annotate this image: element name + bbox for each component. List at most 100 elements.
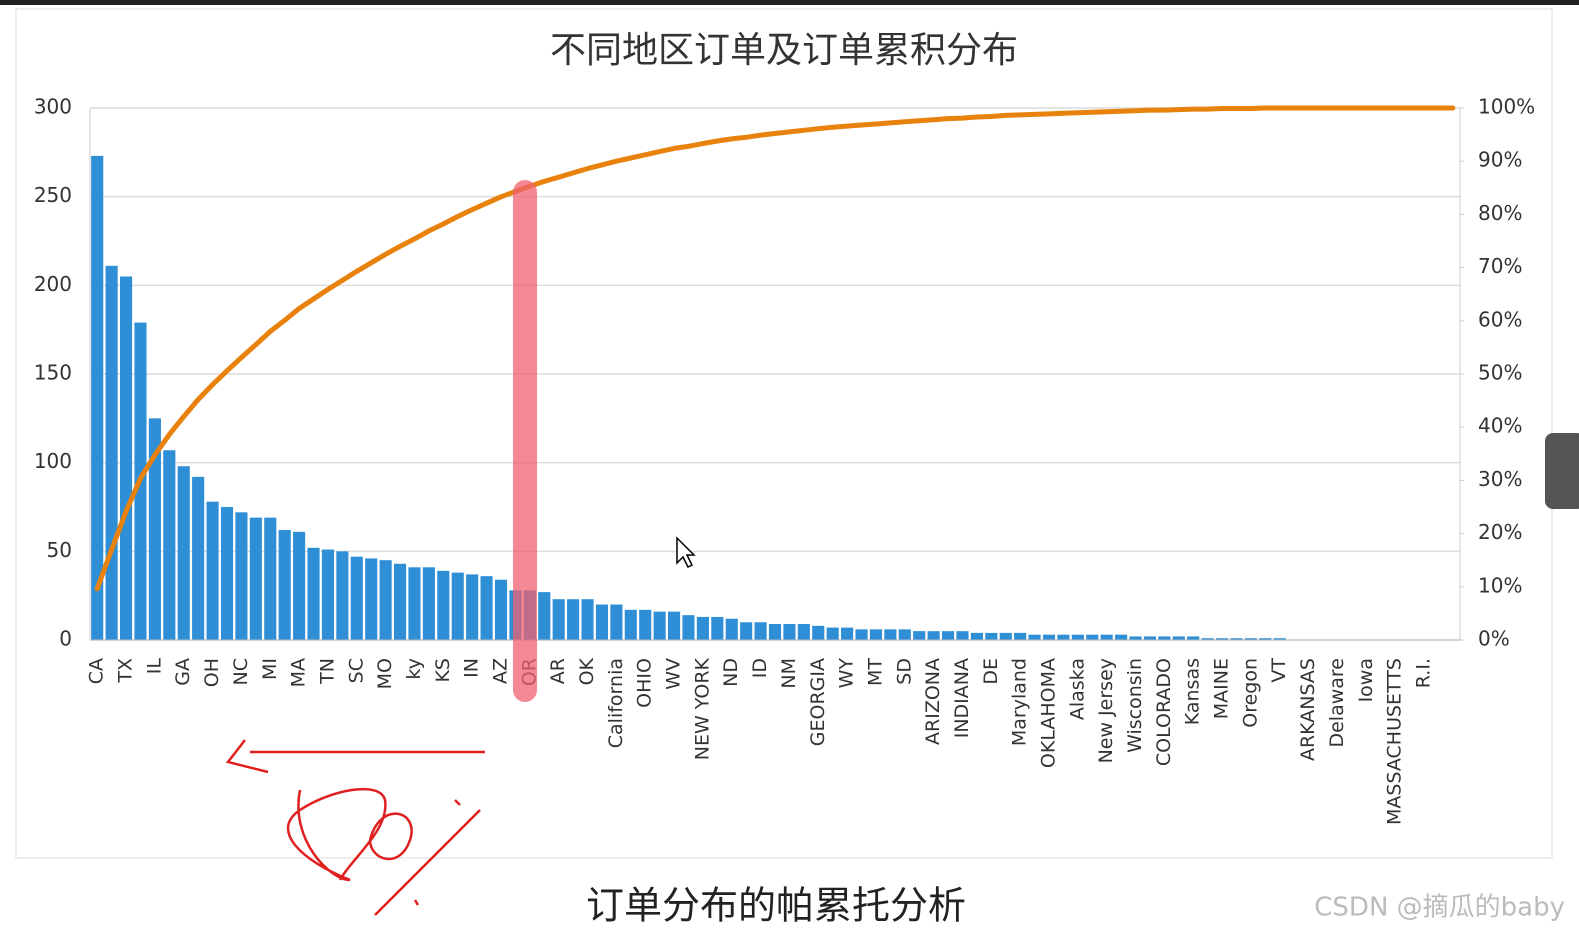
bar bbox=[956, 631, 969, 640]
top-strip bbox=[0, 0, 1579, 5]
bar bbox=[422, 567, 435, 640]
x-tick-label: IN bbox=[461, 658, 483, 678]
x-tick-label: AZ bbox=[490, 658, 512, 684]
bar bbox=[1230, 638, 1243, 640]
bar bbox=[163, 450, 176, 640]
bar bbox=[494, 579, 508, 640]
bar bbox=[1158, 636, 1171, 640]
x-tick-label: ARIZONA bbox=[922, 658, 944, 745]
bar bbox=[321, 549, 335, 640]
x-tick-label: ky bbox=[403, 658, 425, 680]
bar bbox=[797, 624, 810, 640]
x-tick-label: Delaware bbox=[1326, 658, 1348, 748]
bar bbox=[249, 517, 262, 640]
y2-tick-label: 50% bbox=[1478, 361, 1522, 385]
bar bbox=[552, 599, 565, 640]
y2-tick-label: 20% bbox=[1478, 520, 1522, 544]
y-tick-label: 250 bbox=[34, 183, 72, 207]
bar bbox=[437, 570, 450, 640]
chart-frame bbox=[15, 8, 1553, 859]
bar bbox=[177, 466, 190, 640]
y-tick-label: 300 bbox=[34, 95, 72, 119]
bar bbox=[350, 556, 363, 640]
bar bbox=[1201, 638, 1214, 640]
x-tick-label: MO bbox=[374, 658, 396, 689]
x-tick-label: ID bbox=[749, 658, 771, 678]
bar bbox=[653, 611, 666, 640]
bar bbox=[970, 632, 983, 640]
bar bbox=[581, 599, 594, 640]
cursor bbox=[676, 536, 696, 569]
bar bbox=[667, 611, 681, 640]
x-tick-label: NC bbox=[230, 658, 252, 685]
bar bbox=[307, 547, 320, 640]
x-tick-label: New Jersey bbox=[1095, 658, 1117, 763]
y2-tick-label: 40% bbox=[1478, 414, 1522, 438]
y2-tick-label: 90% bbox=[1478, 148, 1522, 172]
x-tick-label: MI bbox=[259, 658, 281, 680]
plot: 0 50 100 150 200 250 300 0% 10% 20% 30% 40% 50% 60% 70… bbox=[34, 95, 1535, 826]
bar bbox=[206, 501, 219, 640]
bar bbox=[610, 604, 623, 640]
y-tick-label: 100 bbox=[34, 449, 72, 473]
x-tick-label: Maryland bbox=[1009, 658, 1031, 746]
x-tick-label: MA bbox=[288, 658, 310, 687]
bar bbox=[1244, 638, 1257, 640]
bar bbox=[393, 563, 407, 640]
bar bbox=[1014, 632, 1027, 640]
x-tick-label: KS bbox=[432, 658, 454, 683]
handwriting bbox=[225, 739, 485, 916]
bar bbox=[1071, 634, 1084, 640]
bar bbox=[264, 517, 277, 640]
bar bbox=[783, 624, 796, 640]
chart-title: 不同地区订单及订单累积分布 bbox=[550, 30, 1018, 71]
x-tick-label: GA bbox=[172, 658, 194, 686]
bar bbox=[1187, 636, 1200, 640]
y-tick-label: 150 bbox=[34, 361, 72, 385]
cumulative-line bbox=[94, 105, 1456, 592]
bar bbox=[913, 631, 926, 640]
x-tick-label: OHIO bbox=[634, 658, 656, 708]
bar bbox=[841, 627, 854, 640]
bar bbox=[293, 531, 306, 640]
bar bbox=[595, 604, 609, 640]
x-tick-label: MAINE bbox=[1211, 658, 1233, 719]
bar bbox=[812, 625, 825, 640]
bar bbox=[220, 507, 234, 640]
x-tick-label: COLORADO bbox=[1153, 658, 1175, 766]
bar bbox=[941, 631, 955, 640]
bar bbox=[855, 629, 868, 640]
bar bbox=[1086, 634, 1099, 640]
bar bbox=[826, 627, 839, 640]
bar bbox=[985, 632, 998, 640]
bar bbox=[898, 629, 911, 640]
x-tick-label: SD bbox=[893, 658, 915, 685]
bar bbox=[365, 558, 378, 640]
y-tick-label: 200 bbox=[34, 272, 72, 296]
x-tick-label: Wisconsin bbox=[1124, 658, 1146, 753]
bar bbox=[538, 592, 551, 640]
bar bbox=[91, 155, 104, 640]
highlight bbox=[513, 180, 537, 702]
bar bbox=[927, 631, 940, 640]
bar bbox=[336, 551, 349, 640]
x-tick-label: AR bbox=[547, 658, 569, 684]
bar bbox=[278, 530, 291, 640]
x-tick-label: NEW YORK bbox=[691, 657, 713, 760]
y2-tick-label: 60% bbox=[1478, 307, 1522, 331]
x-tick-label: NM bbox=[778, 658, 800, 689]
x-tick-label: OKLAHOMA bbox=[1038, 658, 1060, 768]
bar bbox=[119, 276, 133, 640]
bar bbox=[1028, 634, 1041, 640]
x-tick-label: INDIANA bbox=[951, 658, 973, 738]
bar bbox=[1129, 636, 1142, 640]
bar bbox=[1057, 634, 1070, 640]
side-tab[interactable] bbox=[1545, 433, 1579, 509]
bar bbox=[148, 418, 161, 640]
bar bbox=[466, 574, 479, 640]
bar bbox=[884, 629, 897, 640]
bar bbox=[869, 629, 883, 640]
x-tick-label: OH bbox=[201, 658, 223, 687]
x-tick-label: ND bbox=[720, 658, 742, 687]
x-tick-label: DE bbox=[980, 658, 1002, 685]
